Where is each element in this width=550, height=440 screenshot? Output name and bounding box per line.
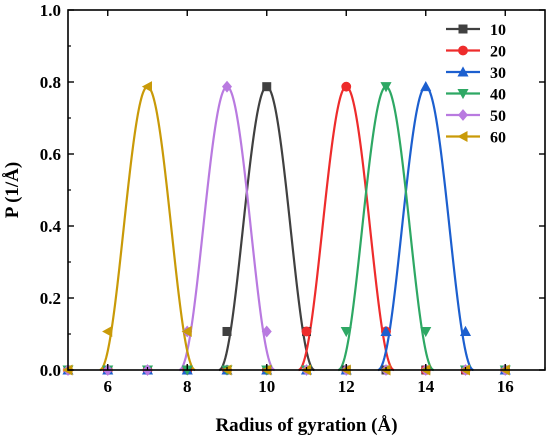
y-tick-label: 0.0 — [40, 361, 61, 380]
legend-label: 50 — [490, 108, 506, 125]
legend-marker — [457, 89, 469, 100]
data-point-60 — [181, 325, 192, 338]
legend-item-30: 30 — [446, 65, 506, 82]
series-markers — [62, 80, 511, 376]
series-line-60 — [99, 85, 196, 372]
x-tick-label: 8 — [183, 377, 192, 396]
y-tick-label: 0.2 — [40, 289, 61, 308]
legend-label: 10 — [490, 22, 506, 39]
data-point-30 — [420, 81, 432, 92]
legend-marker — [457, 66, 469, 77]
legend-label: 40 — [490, 87, 506, 104]
data-point-20 — [301, 326, 312, 337]
y-tick-label: 0.6 — [40, 145, 61, 164]
legend-marker — [457, 109, 469, 121]
legend-label: 60 — [490, 130, 506, 147]
data-point-40 — [380, 82, 392, 93]
x-axis-label: Radius of gyration (Å) — [215, 415, 397, 436]
y-tick-label: 0.8 — [40, 73, 61, 92]
x-tick-label: 12 — [338, 377, 355, 396]
data-point-10 — [262, 82, 272, 92]
y-tick-label: 1.0 — [40, 1, 61, 20]
plot-frame — [67, 9, 546, 371]
x-tick-label: 6 — [104, 377, 113, 396]
legend-item-60: 60 — [446, 130, 506, 147]
y-tick-label: 0.4 — [40, 217, 62, 236]
legend-item-50: 50 — [446, 108, 506, 125]
legend-marker — [458, 24, 468, 34]
legend-label: 20 — [490, 44, 506, 61]
data-point-50 — [221, 80, 233, 93]
data-point-60 — [102, 325, 113, 338]
x-tick-label: 14 — [417, 377, 435, 396]
data-point-20 — [341, 81, 352, 92]
legend-label: 30 — [490, 65, 506, 82]
data-point-30 — [459, 325, 472, 336]
data-point-50 — [261, 325, 272, 338]
legend-marker — [457, 130, 468, 143]
legend-marker — [458, 45, 468, 56]
legend: 10 20 30 40 50 60 — [446, 22, 506, 147]
data-point-10 — [222, 326, 232, 336]
x-tick-label: 10 — [258, 377, 275, 396]
data-point-60 — [141, 81, 152, 93]
data-point-40 — [420, 326, 432, 338]
x-tick-label: 16 — [497, 377, 514, 396]
y-axis: 0.0 0.2 0.4 0.6 0.8 1.0 — [40, 1, 545, 380]
data-point-40 — [340, 326, 352, 338]
y-axis-label: P (1/Å) — [2, 162, 23, 218]
legend-item-10: 10 — [446, 22, 506, 39]
legend-item-20: 20 — [446, 44, 506, 61]
series-curves — [99, 85, 474, 372]
legend-item-40: 40 — [446, 87, 506, 104]
x-axis: 6 8 10 12 14 16 — [67, 10, 546, 396]
data-point-30 — [380, 325, 392, 336]
